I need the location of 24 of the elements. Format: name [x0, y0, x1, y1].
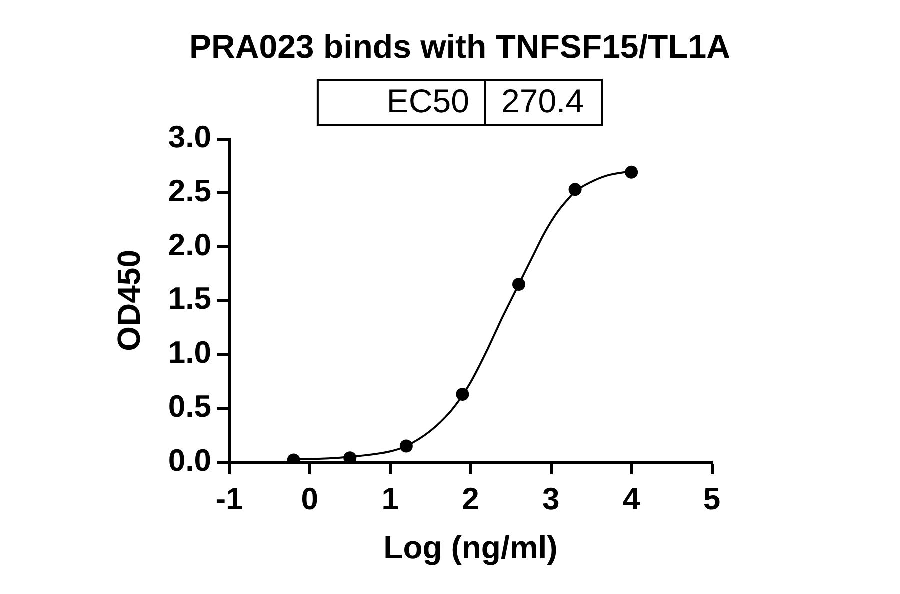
point	[568, 183, 582, 196]
x-tick-label: 1	[382, 482, 399, 517]
y-axis-title: OD450	[111, 250, 148, 352]
x-tick-label: -1	[216, 482, 244, 517]
x-tick-label: 5	[703, 482, 721, 517]
y-tick-label: 2.0	[168, 227, 212, 262]
y-tick-label: 0.0	[168, 442, 212, 478]
x-tick-label: 4	[622, 482, 641, 517]
point	[400, 440, 413, 453]
text: EC50	[386, 82, 470, 120]
x-axis-title: Log (ng/ml)	[384, 530, 558, 566]
y-tick-label: 3.0	[168, 120, 212, 155]
point	[512, 278, 526, 292]
point	[625, 166, 638, 179]
x-tick-label: 3	[542, 482, 560, 517]
x-tick-label: 0	[301, 482, 319, 517]
text: 270.4	[501, 82, 584, 120]
point	[456, 388, 470, 401]
chart-title: PRA023 binds with TNFSF15/TL1A	[190, 28, 730, 65]
y-tick-label: 0.5	[168, 389, 212, 424]
y-tick-label: 1.5	[168, 281, 212, 316]
y-tick-label: 1.0	[168, 335, 212, 370]
x-tick-label: 2	[462, 482, 480, 517]
y-tick-label: 2.5	[168, 173, 212, 208]
